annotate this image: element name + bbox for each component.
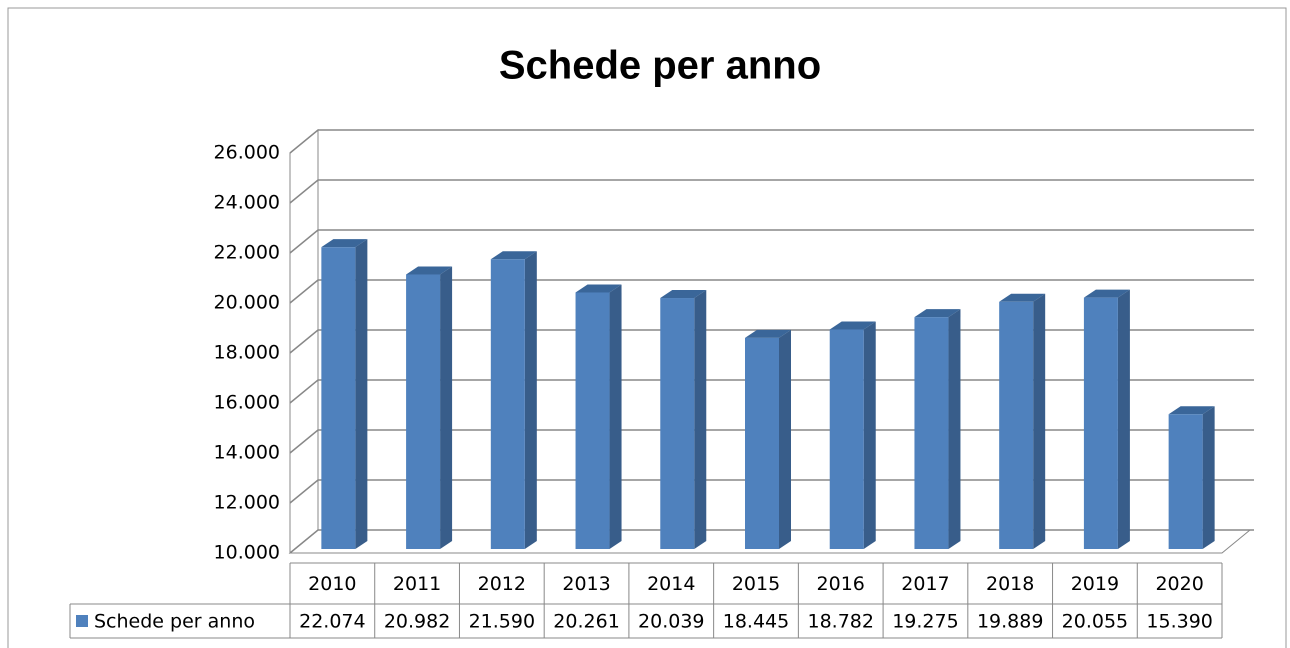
bar-top (321, 239, 368, 248)
grid-line (289, 279, 1254, 304)
y-tick-label: 16.000 (214, 392, 280, 414)
bar-top (914, 309, 961, 318)
bar (490, 259, 525, 549)
x-tick-label: 2017 (901, 573, 949, 595)
data-label: 20.055 (1062, 611, 1128, 633)
y-tick-label: 26.000 (214, 142, 280, 164)
bar (321, 247, 356, 549)
bar-side (1202, 406, 1215, 549)
bar (999, 301, 1034, 549)
data-label: 21.590 (469, 611, 535, 633)
bar (745, 337, 779, 549)
bar (829, 329, 864, 549)
bar-side (524, 251, 537, 549)
bar-side (779, 329, 791, 549)
data-label: 19.275 (892, 611, 958, 633)
bar-side (948, 309, 961, 549)
bar-top (999, 293, 1046, 302)
bar-side (1117, 289, 1130, 549)
bar-top (490, 251, 537, 260)
bar (1083, 297, 1118, 549)
data-label: 20.039 (638, 611, 704, 633)
data-label: 18.445 (723, 611, 789, 633)
y-tick-label: 14.000 (214, 442, 280, 464)
bar-side (355, 239, 368, 549)
bar-top (1168, 406, 1215, 415)
y-tick-label: 18.000 (214, 342, 280, 364)
chart-title: Schede per anno (499, 44, 821, 88)
bar-side (1033, 293, 1046, 549)
x-tick-label: 2019 (1071, 573, 1119, 595)
y-tick-label: 22.000 (214, 242, 280, 264)
x-tick-label: 2010 (308, 573, 356, 595)
x-tick-label: 2011 (393, 573, 441, 595)
bar (660, 298, 695, 549)
y-tick-label: 24.000 (214, 192, 280, 214)
bar-side (694, 290, 707, 549)
bar (575, 292, 610, 549)
grid-line (289, 129, 1254, 154)
chart-border (7, 7, 1287, 648)
data-label: 22.074 (299, 611, 365, 633)
bar-top (575, 284, 622, 293)
bar-side (440, 266, 453, 549)
x-tick-label: 2015 (732, 573, 780, 595)
data-label: 15.390 (1146, 611, 1212, 633)
bar (1168, 414, 1203, 549)
legend-key (76, 615, 88, 627)
x-tick-label: 2012 (478, 573, 526, 595)
data-label: 20.261 (553, 611, 619, 633)
bar-top (406, 266, 453, 275)
x-tick-label: 2020 (1155, 573, 1203, 595)
bar (406, 274, 441, 549)
y-tick-label: 20.000 (214, 292, 280, 314)
bar-top (1083, 289, 1130, 298)
grid-line (289, 179, 1254, 204)
x-tick-label: 2014 (647, 573, 695, 595)
bar-side (609, 284, 622, 549)
bar-top (660, 290, 707, 299)
bar-top (745, 329, 791, 338)
bar-side (863, 321, 876, 549)
y-tick-label: 12.000 (214, 492, 280, 514)
x-tick-label: 2018 (986, 573, 1034, 595)
x-tick-label: 2013 (562, 573, 610, 595)
y-tick-label: 10.000 (214, 542, 280, 564)
grid-line (289, 229, 1254, 254)
bar-top (829, 321, 876, 330)
data-label: 20.982 (384, 611, 450, 633)
data-label: 18.782 (807, 611, 873, 633)
data-label: 19.889 (977, 611, 1043, 633)
bar (914, 317, 949, 549)
x-tick-label: 2016 (817, 573, 865, 595)
legend-label: Schede per anno (94, 611, 255, 633)
